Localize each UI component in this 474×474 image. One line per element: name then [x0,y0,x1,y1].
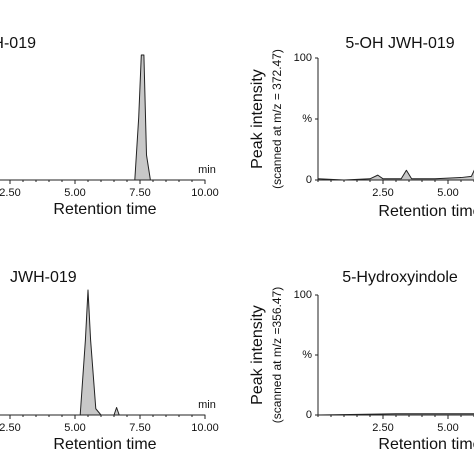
y-tick-label: % [302,113,312,125]
y-axis-label: Peak intensity [249,305,266,405]
y-axis-sublabel: (scanned at m/z = 372.47) [270,49,284,189]
trace [0,54,206,181]
y-tick-label: 0 [306,409,312,421]
x-tick-label: 5.00 [437,187,458,199]
x-tick-label: 2.50 [0,187,21,199]
x-unit: min [198,399,216,411]
trace [0,289,206,416]
y-tick-label: 100 [294,52,312,64]
x-tick-label: 2.50 [372,422,393,434]
chart-title: 5-Hydroxyindole [342,269,458,286]
x-unit: min [198,164,216,176]
y-tick-label: 100 [294,289,312,301]
y-tick-label: 0 [306,174,312,186]
x-axis-label: Retention time [53,201,156,218]
y-tick-label: % [302,349,312,361]
x-tick-label: 5.00 [64,187,85,199]
x-tick-label: 2.50 [372,187,393,199]
x-tick-label: 7.50 [129,422,150,434]
x-axis-label: Retention time [53,436,156,453]
x-axis-label: Retention time [378,203,474,220]
chart-title: JWH-019 [0,35,36,52]
x-tick-label: 10.00 [191,187,219,199]
trace [317,413,474,416]
x-tick-label: 5.00 [64,422,85,434]
trace [317,169,474,181]
x-tick-label: 2.50 [0,422,21,434]
chart-title: JWH-019 [10,269,77,286]
x-axis-label: Retention time [378,436,474,453]
x-tick-label: 10.00 [191,422,219,434]
y-axis-sublabel: (scanned at m/z =356.47) [270,287,284,423]
y-axis-label: Peak intensity [249,69,266,169]
x-tick-label: 7.50 [129,187,150,199]
x-tick-label: 5.00 [437,422,458,434]
chart-title: 5-OH JWH-019 [345,35,454,52]
